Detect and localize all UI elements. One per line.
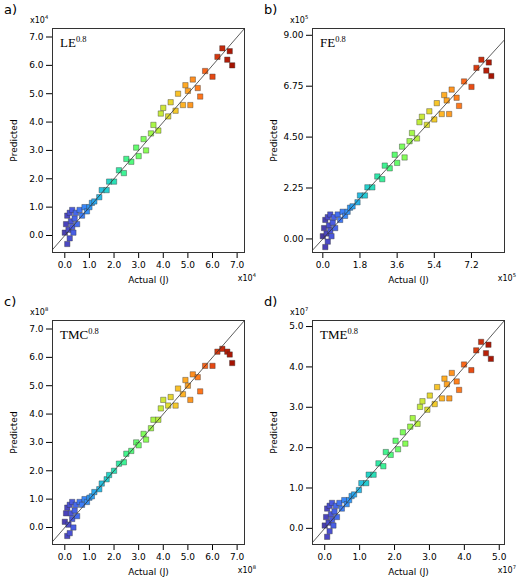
html-text:7: 7 (304, 306, 309, 312)
svg-text:7.2: 7.2 (464, 260, 478, 270)
html-text:x10: x10 (237, 273, 253, 283)
html-text:4: 4 (44, 14, 49, 20)
svg-text:0.0: 0.0 (316, 260, 331, 270)
svg-text:0.0: 0.0 (58, 552, 73, 562)
svg-text:6.75: 6.75 (283, 81, 303, 91)
svg-text:9.00: 9.00 (283, 30, 303, 40)
svg-text:5.4: 5.4 (427, 260, 442, 270)
svg-text:5.0: 5.0 (181, 552, 196, 562)
svg-text:3.0: 3.0 (29, 145, 44, 155)
svg-text:3.0: 3.0 (131, 552, 146, 562)
svg-text:7.0: 7.0 (29, 32, 44, 42)
svg-text:Predicted: Predicted (9, 119, 19, 161)
html-text:x10: x10 (497, 273, 513, 283)
svg-text:1.0: 1.0 (29, 202, 44, 212)
html-text:x10: x10 (30, 307, 45, 317)
html-text:8: 8 (252, 564, 256, 570)
svg-text:1.0: 1.0 (29, 494, 44, 504)
svg-text:2.0: 2.0 (29, 466, 44, 476)
svg-text:4.0: 4.0 (289, 362, 304, 372)
svg-text:Actual (J): Actual (J) (388, 567, 429, 577)
svg-text:5.0: 5.0 (181, 260, 196, 270)
html-text:LE0.8: LE0.8 (60, 34, 87, 51)
svg-text:2.0: 2.0 (289, 443, 304, 453)
svg-text:2.0: 2.0 (107, 552, 122, 562)
svg-text:2.0: 2.0 (29, 174, 44, 184)
svg-text:0.0: 0.0 (58, 260, 73, 270)
svg-text:Predicted: Predicted (9, 411, 19, 453)
svg-text:0.00: 0.00 (283, 234, 303, 244)
svg-text:0.0: 0.0 (289, 523, 304, 533)
svg-text:Predicted: Predicted (269, 119, 279, 161)
svg-text:5.0: 5.0 (29, 89, 44, 99)
svg-text:2.0: 2.0 (107, 260, 122, 270)
svg-text:1.0: 1.0 (352, 552, 367, 562)
svg-text:3.6: 3.6 (390, 260, 405, 270)
html-text:x10: x10 (237, 565, 253, 575)
html-text:8: 8 (44, 306, 49, 312)
svg-text:5.0: 5.0 (29, 381, 44, 391)
html-text:x10: x10 (497, 565, 513, 575)
html-text:5: 5 (512, 272, 516, 278)
svg-text:6.0: 6.0 (29, 60, 44, 70)
html-text:x10: x10 (290, 15, 305, 25)
html-text:b): b) (264, 2, 278, 17)
svg-text:0.0: 0.0 (29, 230, 44, 240)
svg-text:Actual (J): Actual (J) (128, 275, 169, 285)
svg-text:5.0: 5.0 (289, 321, 304, 331)
svg-text:Actual (J): Actual (J) (128, 567, 169, 577)
svg-text:0.0: 0.0 (29, 522, 44, 532)
svg-text:0.0: 0.0 (318, 552, 333, 562)
svg-text:1.0: 1.0 (289, 483, 304, 493)
html-text:a): a) (4, 2, 17, 17)
svg-text:3.0: 3.0 (422, 552, 437, 562)
svg-text:3.0: 3.0 (131, 260, 146, 270)
svg-text:4.0: 4.0 (156, 552, 171, 562)
svg-text:4.0: 4.0 (29, 409, 44, 419)
html-text:TME0.8: TME0.8 (320, 326, 358, 343)
svg-text:1.0: 1.0 (82, 260, 97, 270)
html-text:d): d) (264, 294, 278, 309)
html-text:5: 5 (304, 14, 309, 20)
html-text:4: 4 (252, 272, 256, 278)
svg-text:4.50: 4.50 (283, 132, 303, 142)
html-text:x10: x10 (30, 15, 45, 25)
svg-text:Actual (J): Actual (J) (388, 275, 429, 285)
svg-text:2.25: 2.25 (283, 183, 303, 193)
svg-text:4.0: 4.0 (156, 260, 171, 270)
svg-text:1.0: 1.0 (82, 552, 97, 562)
svg-text:7.0: 7.0 (29, 324, 44, 334)
html-text:7: 7 (512, 564, 516, 570)
svg-text:Predicted: Predicted (269, 411, 279, 453)
svg-text:6.0: 6.0 (205, 552, 220, 562)
svg-text:4.0: 4.0 (457, 552, 472, 562)
svg-text:3.0: 3.0 (289, 402, 304, 412)
svg-text:6.0: 6.0 (29, 352, 44, 362)
svg-text:2.0: 2.0 (387, 552, 402, 562)
html-text:TMC0.8: TMC0.8 (60, 326, 99, 343)
svg-text:7.0: 7.0 (230, 260, 245, 270)
svg-text:6.0: 6.0 (205, 260, 220, 270)
svg-text:7.0: 7.0 (230, 552, 245, 562)
html-text:x10: x10 (290, 307, 305, 317)
svg-text:4.0: 4.0 (29, 117, 44, 127)
svg-text:5.0: 5.0 (492, 552, 507, 562)
html-text:c): c) (4, 294, 17, 309)
html-text:FE0.8: FE0.8 (320, 34, 346, 51)
svg-text:1.8: 1.8 (353, 260, 368, 270)
svg-text:3.0: 3.0 (29, 437, 44, 447)
